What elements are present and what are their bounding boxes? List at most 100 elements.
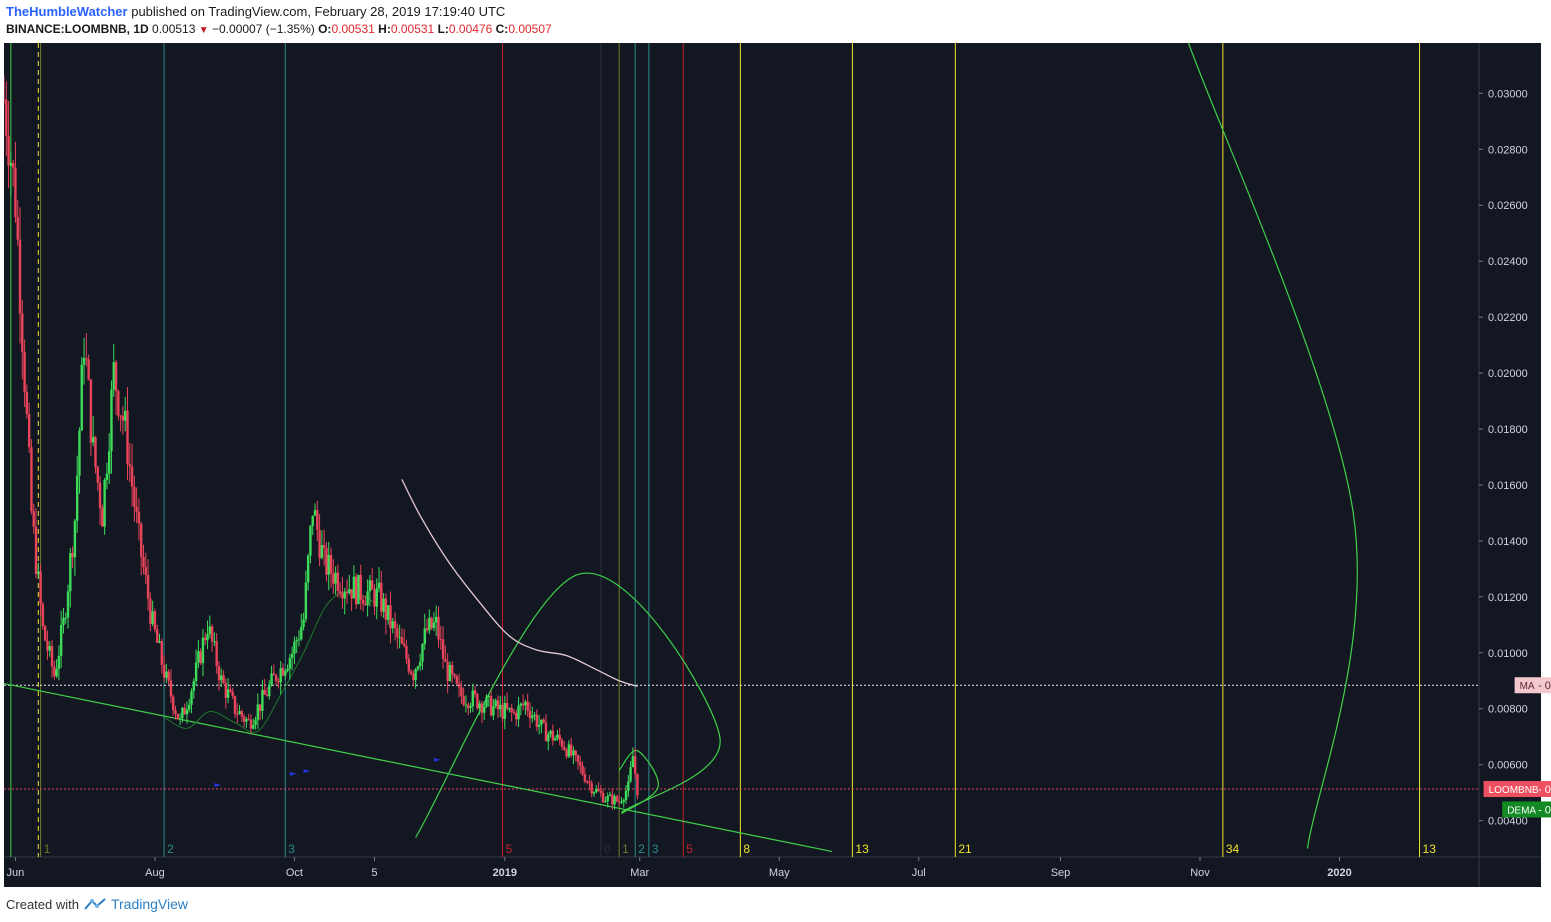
- candle-body: [492, 706, 495, 716]
- plot-background: [4, 43, 1541, 887]
- candle-body: [451, 664, 454, 675]
- price-chart[interactable]: 1 2 3 5 0 1 2 3 5 8 13 21 34 130.030000.028000.026000…: [0, 42, 1551, 888]
- chart-header: TheHumbleWatcher published on TradingVie…: [6, 3, 552, 39]
- candle-body: [521, 703, 525, 706]
- candle-body: [176, 713, 179, 720]
- candle-body: [624, 790, 628, 801]
- price-label-box: [1483, 781, 1551, 798]
- candle-body: [478, 703, 481, 709]
- candle-body: [336, 572, 340, 592]
- candle-body: [542, 719, 545, 723]
- price-tick-label: 0.01600: [1488, 480, 1528, 492]
- candle-body: [311, 515, 314, 527]
- candle-body: [400, 637, 404, 644]
- candle-body: [62, 617, 65, 625]
- candle-body: [350, 589, 353, 599]
- open-label: O:: [318, 22, 332, 36]
- candle-body: [32, 511, 35, 527]
- price-tick-label: 0.03000: [1488, 88, 1528, 100]
- candle-body: [297, 639, 301, 641]
- price-tick-label: 0.02200: [1488, 312, 1528, 324]
- candle-body: [435, 616, 438, 623]
- candle-body: [57, 655, 61, 669]
- time-tick-label: May: [769, 867, 790, 879]
- candle-body: [53, 666, 56, 677]
- candle-body: [210, 626, 214, 642]
- cycle-line-label: 34: [1226, 842, 1240, 856]
- candle-body: [64, 617, 67, 619]
- candle-body: [505, 702, 509, 709]
- candle-body: [181, 707, 184, 719]
- candle-body: [574, 750, 577, 756]
- candle-body: [469, 706, 472, 709]
- candle-body: [560, 740, 564, 747]
- candle-body: [7, 135, 10, 166]
- candle-body: [366, 591, 369, 606]
- candle-body: [611, 794, 614, 805]
- candle-body: [233, 696, 237, 714]
- candle-body: [300, 627, 303, 640]
- candle-body: [494, 700, 497, 707]
- candle-body: [114, 362, 118, 392]
- candle-body: [325, 547, 328, 575]
- candle-body: [569, 744, 573, 756]
- candle-body: [11, 162, 15, 168]
- time-tick-label: 5: [371, 867, 377, 879]
- cycle-line-label: 13: [1423, 842, 1437, 856]
- cycle-line-label: 1: [44, 842, 51, 856]
- candle-body: [588, 781, 591, 784]
- candle-body: [208, 626, 212, 635]
- candle-body: [499, 704, 502, 710]
- candle-body: [391, 621, 394, 629]
- candle-body: [169, 680, 173, 697]
- time-tick-label: 2019: [493, 867, 517, 879]
- time-tick-label: Nov: [1190, 867, 1210, 879]
- candle-body: [215, 641, 218, 667]
- candle-body: [592, 792, 596, 794]
- author-link[interactable]: TheHumbleWatcher: [6, 4, 128, 19]
- low-value: 0.00476: [448, 22, 493, 36]
- candle-body: [268, 684, 271, 697]
- candle-body: [544, 722, 548, 742]
- candle-body: [124, 410, 127, 421]
- candle-body: [622, 800, 625, 802]
- candle-body: [34, 526, 38, 575]
- price-tick-label: 0.01000: [1488, 648, 1528, 660]
- candle-body: [377, 582, 381, 589]
- cycle-line-label: 5: [506, 842, 513, 856]
- close-value: 0.00507: [508, 22, 552, 36]
- candle-body: [368, 580, 372, 592]
- candle-body: [30, 447, 33, 512]
- candle-body: [320, 545, 324, 558]
- candle-body: [245, 719, 248, 722]
- time-tick-label: Jul: [912, 867, 926, 879]
- candle-body: [599, 790, 603, 793]
- candle-body: [80, 364, 83, 431]
- time-tick-label: Aug: [145, 867, 165, 879]
- candle-body: [194, 662, 198, 681]
- candle-body: [476, 694, 479, 709]
- candle-body: [206, 634, 209, 641]
- candle-body: [432, 622, 436, 629]
- candle-body: [103, 479, 106, 527]
- candle-body: [247, 719, 250, 721]
- candles: [4, 75, 639, 811]
- candle-body: [151, 611, 154, 624]
- candle-body: [204, 637, 207, 641]
- candle-body: [384, 598, 388, 620]
- candle-body: [409, 671, 413, 674]
- candle-body: [66, 591, 70, 618]
- candle-body: [4, 98, 6, 100]
- close-label: C:: [495, 22, 509, 36]
- candle-body: [174, 710, 177, 714]
- candle-body: [549, 730, 552, 735]
- tradingview-brand[interactable]: TradingView: [110, 896, 189, 912]
- candle-body: [119, 415, 122, 417]
- candle-body: [558, 734, 561, 741]
- candle-body: [359, 574, 362, 600]
- candle-body: [21, 313, 24, 352]
- candle-body: [448, 664, 452, 681]
- candle-body: [437, 616, 440, 640]
- candle-body: [489, 695, 493, 716]
- candle-body: [126, 410, 129, 465]
